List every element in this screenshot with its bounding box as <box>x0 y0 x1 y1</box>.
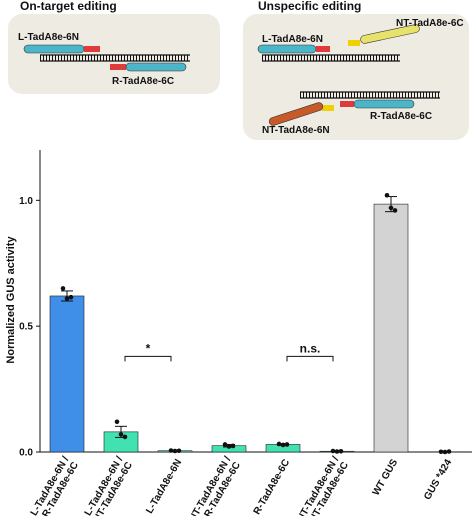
data-point <box>69 295 74 300</box>
bar <box>50 296 84 452</box>
protein <box>110 64 126 70</box>
data-point <box>227 444 232 449</box>
diagram-label: R-TadA8e-6C <box>370 111 432 122</box>
data-point <box>119 432 124 437</box>
y-tick-label: 0.5 <box>19 322 33 333</box>
diagram-label: L-TadA8e-6N <box>18 32 79 43</box>
x-tick-label-line: WT GUS <box>371 457 401 497</box>
protein <box>126 63 186 71</box>
significance-bracket <box>287 356 333 361</box>
protein <box>322 105 334 111</box>
x-tick-label: GUS *424 <box>422 457 454 502</box>
diagram-label: NT-TadA8e-6C <box>396 18 464 29</box>
data-point <box>223 442 228 447</box>
significance-label: n.s. <box>300 341 321 355</box>
data-point <box>231 444 236 449</box>
data-point <box>389 206 394 211</box>
data-point <box>281 443 286 448</box>
data-point <box>169 448 174 453</box>
x-tick-label: L-TadA8e-6N /R-TadA8e-6C <box>29 455 81 516</box>
data-point <box>173 449 178 454</box>
protein <box>24 45 84 53</box>
panel-title: Unspecific editing <box>258 0 361 13</box>
y-axis-label: Normalized GUS activity <box>5 236 17 364</box>
y-tick-label: 0.0 <box>19 448 33 459</box>
data-point <box>65 296 70 301</box>
x-tick-label: L-TadA8e-6N <box>144 458 184 516</box>
x-tick-label: R-TadA8e-6C <box>252 458 293 517</box>
bar <box>374 204 408 452</box>
x-tick-label: L-TadA8e-6N /NT-TadA8e-6C <box>82 455 135 516</box>
protein <box>84 46 100 52</box>
data-point <box>385 193 390 198</box>
data-point <box>115 420 120 425</box>
significance-label: * <box>146 341 151 355</box>
data-point <box>339 449 344 454</box>
data-point <box>331 449 336 454</box>
data-point <box>439 449 444 454</box>
diagram-label: NT-TadA8e-6N <box>262 125 330 136</box>
data-point <box>177 448 182 453</box>
x-tick-label-line: R-TadA8e-6C <box>252 458 293 517</box>
protein <box>316 46 330 52</box>
x-tick-label: NT-TadA8e-6N /NT-TadA8e-6C <box>295 455 351 516</box>
data-point <box>61 286 66 291</box>
x-tick-label: NT-TadA8e-6N /R-TadA8e-6C <box>187 455 243 516</box>
data-point <box>277 442 282 447</box>
data-point <box>123 435 128 440</box>
x-tick-label-line: GUS *424 <box>422 457 454 502</box>
data-point <box>335 449 340 454</box>
diagram: On-target editing Unspecific editing L-T… <box>8 0 469 140</box>
protein <box>340 101 354 107</box>
data-point <box>443 450 448 455</box>
protein <box>258 45 316 53</box>
data-point <box>447 449 452 454</box>
data-point <box>393 208 398 213</box>
diagram-label: R-TadA8e-6C <box>112 76 174 87</box>
x-tick-label-line: L-TadA8e-6N <box>144 458 184 516</box>
diagram-label: L-TadA8e-6N <box>262 34 323 45</box>
y-tick-label: 1.0 <box>19 196 33 207</box>
significance-bracket <box>125 356 171 361</box>
x-tick-label: WT GUS <box>371 457 401 497</box>
protein <box>354 100 414 108</box>
data-point <box>285 442 290 447</box>
protein <box>348 40 360 46</box>
panel-title: On-target editing <box>20 0 117 13</box>
